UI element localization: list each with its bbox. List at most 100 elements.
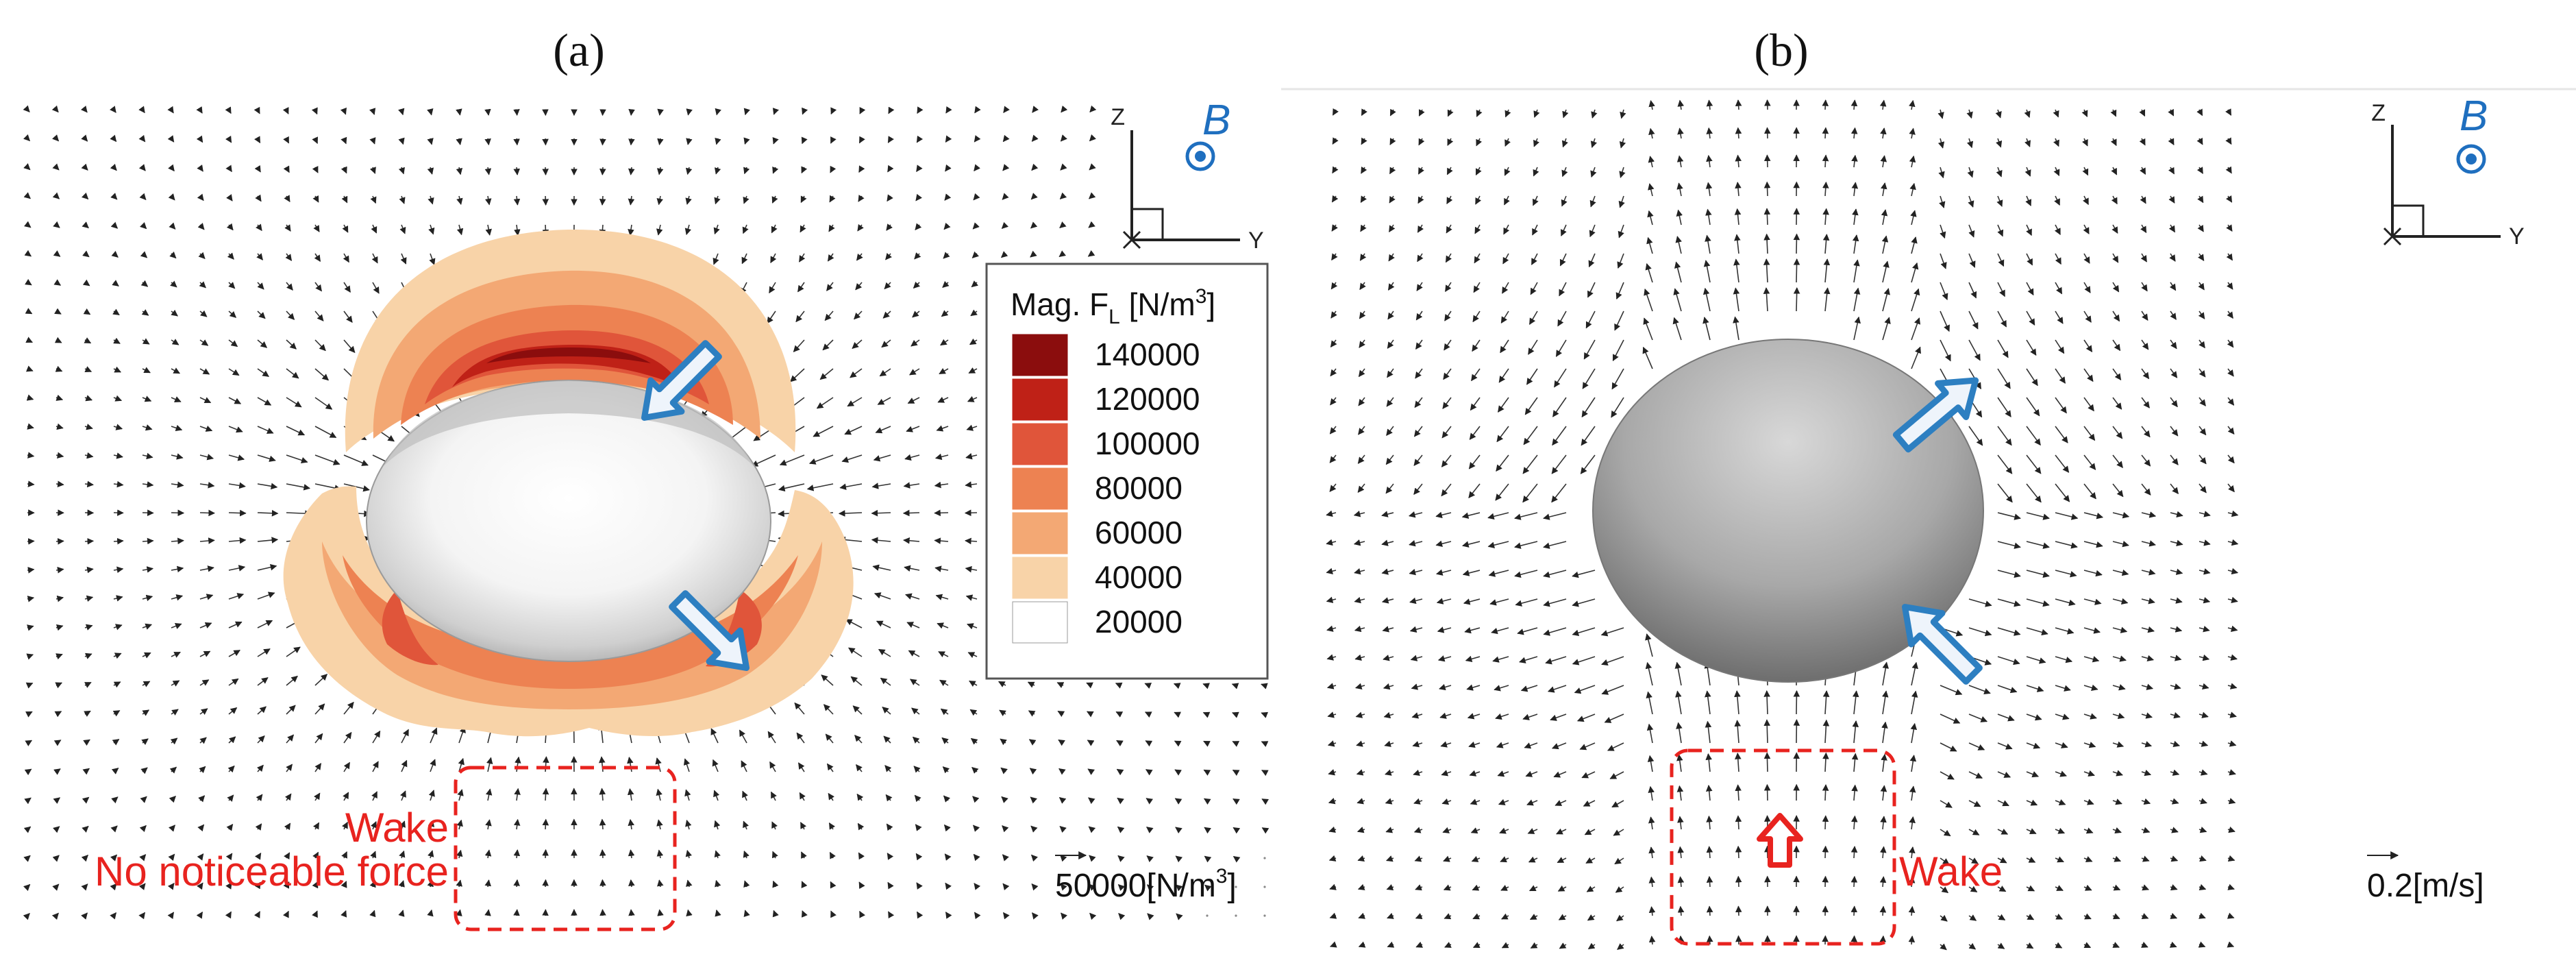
vector-arrow xyxy=(970,309,978,317)
vector-arrow xyxy=(257,735,265,744)
vector-arrow xyxy=(1146,855,1154,863)
vector-arrow xyxy=(1356,769,1365,776)
vector-arrow xyxy=(199,537,215,544)
vector-arrow xyxy=(371,253,378,264)
vector-arrow xyxy=(917,106,924,114)
vector-arrow xyxy=(1733,258,1740,283)
blue-velocity-arrow-lower xyxy=(1902,604,1983,685)
vector-arrow xyxy=(879,368,891,377)
vector-arrow xyxy=(1614,857,1624,865)
vector-arrow xyxy=(314,763,322,772)
vector-arrow xyxy=(1496,454,1509,472)
vector-arrow xyxy=(1882,288,1890,312)
vector-arrow xyxy=(283,910,289,918)
vector-arrow xyxy=(314,397,333,410)
vector-arrow xyxy=(969,338,978,345)
vector-arrow xyxy=(2141,598,2155,605)
vector-arrow xyxy=(1677,127,1684,139)
vector-arrow xyxy=(628,818,634,830)
vector-arrow xyxy=(399,195,406,204)
vector-arrow xyxy=(226,223,234,231)
vector-arrow xyxy=(2140,224,2147,234)
vector-arrow xyxy=(23,134,31,142)
vector-arrow xyxy=(110,134,117,143)
vector-arrow xyxy=(599,879,606,888)
vector-arrow xyxy=(113,424,123,430)
vector-arrow xyxy=(254,852,262,860)
vector-arrow xyxy=(2141,626,2155,633)
vector-arrow xyxy=(966,424,978,431)
vector-arrow xyxy=(1675,690,1682,715)
vector-arrow xyxy=(2026,570,2050,578)
vector-arrow xyxy=(2227,510,2239,517)
vector-arrow xyxy=(1705,234,1711,254)
vector-arrow xyxy=(935,594,949,600)
vector-arrow xyxy=(684,789,691,801)
vector-arrow xyxy=(314,674,328,686)
vector-arrow xyxy=(1500,856,1509,863)
vector-arrow xyxy=(25,308,33,315)
vector-arrow xyxy=(794,702,805,715)
vector-arrow xyxy=(141,309,149,316)
vector-arrow xyxy=(2227,483,2235,493)
vector-arrow xyxy=(1763,127,1771,139)
legend-swatch xyxy=(1012,467,1068,510)
vector-arrow xyxy=(628,879,635,888)
vector-arrow xyxy=(1326,596,1337,603)
vector-arrow xyxy=(1503,224,1510,235)
vector-arrow xyxy=(1202,711,1211,718)
vector-arrow xyxy=(1645,661,1653,686)
vector-arrow xyxy=(399,820,406,830)
vector-arrow xyxy=(1087,768,1095,775)
vector-arrow xyxy=(314,426,337,439)
vector-arrow xyxy=(1417,224,1424,233)
vector-arrow xyxy=(1545,656,1567,665)
vector-arrow xyxy=(53,250,61,257)
vector-arrow xyxy=(228,707,238,715)
vector-arrow xyxy=(830,107,837,115)
vector-arrow xyxy=(2083,339,2093,353)
vector-arrow xyxy=(1413,454,1423,466)
vector-arrow xyxy=(1524,397,1538,415)
vector-arrow xyxy=(1533,138,1539,147)
vector-arrow xyxy=(167,882,175,890)
vector-arrow xyxy=(796,732,805,744)
vector-arrow xyxy=(2083,541,2103,548)
vector-arrow xyxy=(80,106,88,113)
vector-arrow xyxy=(1444,282,1452,292)
axis-z-label-a: Z xyxy=(1111,104,1125,130)
vector-arrow xyxy=(55,394,64,401)
vector-arrow xyxy=(2170,568,2183,575)
vector-arrow xyxy=(1940,771,1955,780)
vector-arrow xyxy=(398,910,405,917)
vector-arrow xyxy=(969,680,978,687)
vector-arrow xyxy=(2197,224,2204,232)
vector-arrow xyxy=(1174,769,1182,776)
vector-arrow xyxy=(199,622,212,629)
vector-arrow xyxy=(827,253,834,262)
vector-arrow xyxy=(1558,914,1567,920)
vector-arrow xyxy=(2199,711,2209,718)
vector-arrow xyxy=(2112,855,2122,862)
vector-arrow xyxy=(196,106,203,114)
vector-arrow xyxy=(171,680,180,687)
axis-triad-b: Z Y B xyxy=(2371,93,2524,249)
vector-arrow xyxy=(312,851,319,859)
vector-arrow xyxy=(1543,541,1567,549)
vector-arrow xyxy=(398,137,405,145)
vector-arrow xyxy=(1354,683,1365,690)
vector-arrow xyxy=(2053,138,2059,147)
vector-arrow xyxy=(1911,236,1918,254)
vector-arrow xyxy=(877,397,891,405)
vector-arrow xyxy=(1733,287,1740,312)
vector-arrow xyxy=(1117,797,1124,805)
vector-arrow xyxy=(1056,682,1065,688)
vector-arrow xyxy=(1417,195,1424,204)
vector-arrow xyxy=(2170,683,2181,690)
vector-arrow xyxy=(1464,627,1481,634)
vector-arrow xyxy=(1088,826,1096,833)
vector-arrow xyxy=(1175,827,1182,834)
vector-arrow xyxy=(2141,741,2152,748)
vector-arrow xyxy=(1997,914,2006,920)
vector-arrow xyxy=(972,796,980,803)
